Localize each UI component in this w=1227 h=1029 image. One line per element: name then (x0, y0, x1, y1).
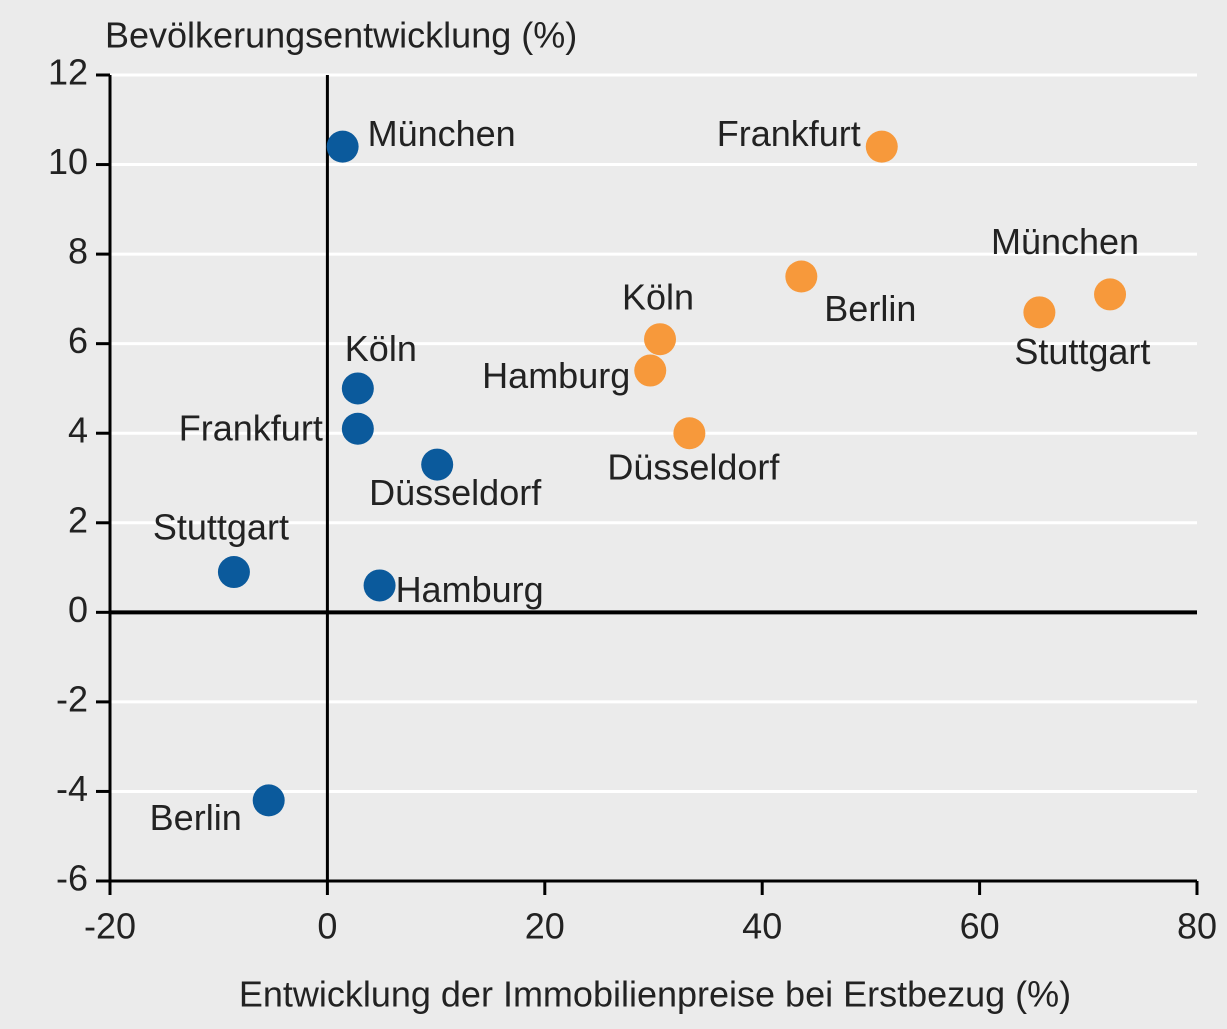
point (217, 556, 250, 589)
y-tick-label: -6 (56, 858, 88, 899)
point-label: Düsseldorf (369, 472, 542, 513)
point-label: Frankfurt (717, 113, 861, 154)
y-tick-label: 12 (48, 52, 88, 93)
point (252, 784, 285, 817)
point (785, 260, 818, 293)
point-label: Berlin (824, 288, 916, 329)
y-tick-label: 10 (48, 141, 88, 182)
y-tick-label: -2 (56, 678, 88, 719)
y-tick-label: -4 (56, 768, 88, 809)
point (341, 372, 374, 405)
x-axis-title: Entwicklung der Immobilienpreise bei Ers… (239, 974, 1071, 1015)
point (673, 417, 706, 450)
point-label: Stuttgart (1014, 331, 1150, 372)
x-tick-label: 60 (960, 906, 1000, 947)
x-tick-label: 0 (317, 906, 337, 947)
point-label: Stuttgart (153, 507, 289, 548)
point (634, 354, 667, 387)
point-label: Hamburg (396, 569, 544, 610)
point (865, 130, 898, 163)
point-label: Frankfurt (179, 407, 323, 448)
point-label: München (368, 113, 516, 154)
point (644, 323, 677, 356)
x-tick-label: -20 (84, 906, 136, 947)
y-axis-title: Bevölkerungsentwicklung (%) (105, 15, 577, 56)
point (1094, 278, 1127, 311)
x-tick-label: 20 (525, 906, 565, 947)
point (341, 412, 374, 445)
y-tick-label: 2 (68, 499, 88, 540)
y-tick-label: 8 (68, 231, 88, 272)
x-tick-label: 80 (1177, 906, 1217, 947)
point-label: Düsseldorf (607, 447, 780, 488)
point-label: München (991, 221, 1139, 262)
point (1023, 296, 1056, 329)
x-tick-label: 40 (742, 906, 782, 947)
y-tick-label: 0 (68, 589, 88, 630)
point (421, 448, 454, 481)
point (363, 569, 396, 602)
y-tick-label: 4 (68, 410, 88, 451)
point-label: Hamburg (482, 355, 630, 396)
point-label: Köln (622, 277, 694, 318)
point-label: Berlin (150, 797, 242, 838)
y-tick-label: 6 (68, 320, 88, 361)
point-label: Köln (345, 328, 417, 369)
point (326, 130, 359, 163)
